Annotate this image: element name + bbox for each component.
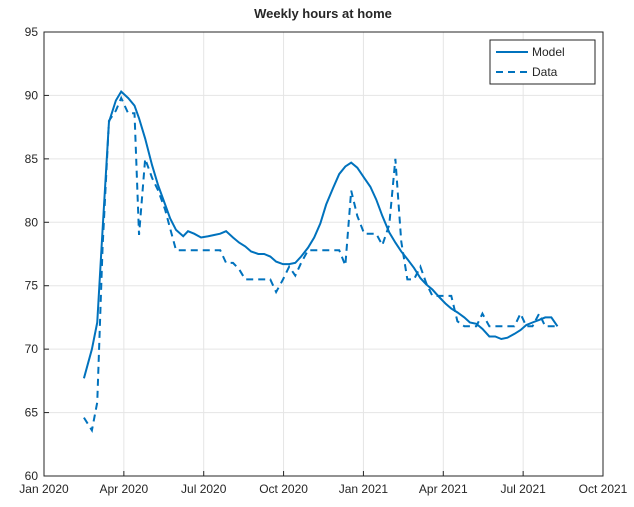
y-tick-label: 95: [25, 25, 39, 39]
y-tick-label: 75: [25, 279, 39, 293]
axes-box: [43, 31, 604, 477]
legend-label: Data: [532, 65, 558, 79]
x-tick-label: Jul 2021: [500, 482, 546, 496]
x-tick-label: Apr 2021: [419, 482, 468, 496]
legend-box: [489, 39, 596, 85]
legend-label: Model: [532, 45, 565, 59]
x-tick-label: Jul 2020: [181, 482, 227, 496]
plot-area: [44, 32, 603, 476]
chart-title: Weekly hours at home: [254, 6, 392, 21]
x-tick-label: Jan 2021: [339, 482, 389, 496]
y-tick-label: 80: [25, 215, 39, 229]
x-tick-label: Jan 2020: [19, 482, 69, 496]
data-line: [82, 90, 559, 379]
y-tick-label: 60: [25, 469, 39, 483]
y-tick-label: 90: [25, 88, 39, 102]
x-tick-label: Apr 2020: [100, 482, 149, 496]
x-tick-label: Oct 2021: [579, 482, 628, 496]
y-tick-label: 70: [25, 342, 39, 356]
y-tick-label: 85: [25, 152, 39, 166]
x-tick-label: Oct 2020: [259, 482, 308, 496]
data-line: [83, 95, 558, 434]
y-tick-label: 65: [25, 406, 39, 420]
